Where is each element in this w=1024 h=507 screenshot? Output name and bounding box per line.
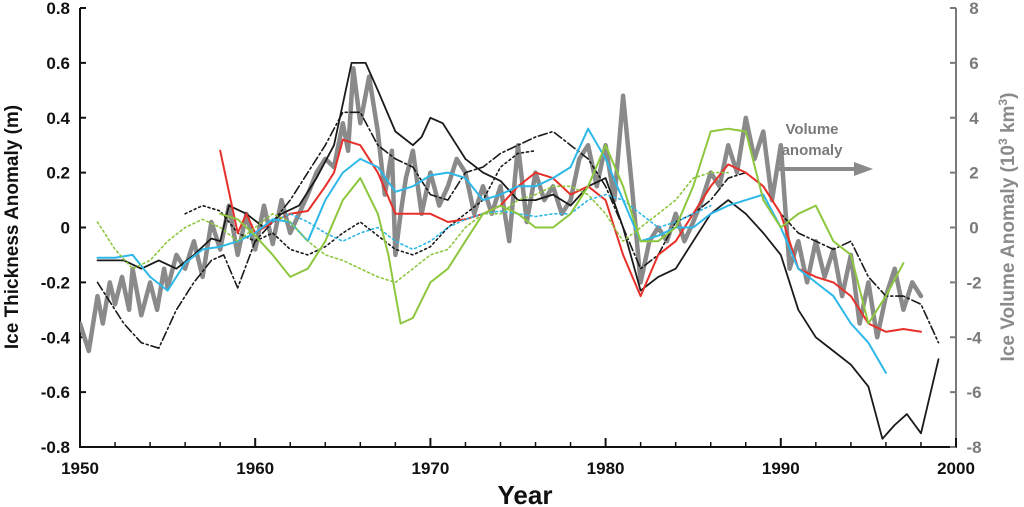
series-black-solid: [96, 62, 940, 440]
series-black-dashdot: [96, 111, 940, 350]
y-tick-label-left: 0.2: [46, 164, 70, 183]
x-tick-label: 2000: [937, 459, 975, 478]
y-tick-label-left: -0.8: [41, 438, 70, 457]
axes: [79, 7, 957, 448]
series-cyan-dotted: [271, 193, 712, 251]
y-tick-label-left: -0.6: [41, 383, 70, 402]
y-tick-label-left: 0.4: [46, 109, 70, 128]
y-tick-label-right: 4: [969, 109, 979, 128]
y-axis-title-left: Ice Thickness Anomaly (m): [2, 105, 23, 349]
y-tick-label-left: 0: [61, 219, 70, 238]
x-tick-label: 1950: [61, 459, 99, 478]
y-tick-label-right: 2: [969, 164, 978, 183]
tick-labels: 0.8 0.6 0.4 0.2 0 -0.2 -0.4 -0.6 -0.8 8 6 4 2 0 -2 -4 -6…: [41, 0, 982, 478]
x-axis-title: Year: [498, 480, 553, 507]
series-green-solid: [219, 127, 905, 325]
y-tick-label-right: 6: [969, 54, 978, 73]
series-thick-gray: [80, 66, 924, 354]
y-tick-label-left: 0.8: [46, 0, 70, 18]
volume-annotation-line1: Volume: [785, 121, 838, 138]
series-cyan-solid: [96, 127, 887, 374]
y-axis-title-right: Ice Volume Anomaly (103 km3): [996, 93, 1019, 362]
x-tick-label: 1970: [411, 459, 449, 478]
series-green-dotted: [96, 171, 730, 284]
x-tick-label: 1980: [587, 459, 625, 478]
y-tick-label-right: -6: [966, 383, 981, 402]
y-tick-label-left: -0.4: [41, 328, 71, 347]
y-tick-label-left: 0.6: [46, 54, 70, 73]
y-tick-label-left: -0.2: [41, 273, 70, 292]
y-tick-label-right: 0: [969, 219, 978, 238]
y-tick-label-right: 8: [969, 0, 978, 18]
x-tick-label: 1990: [762, 459, 800, 478]
y-tick-label-right: -2: [966, 273, 981, 292]
data-lines: [80, 62, 940, 440]
volume-annotation-line2: anomaly: [782, 142, 844, 159]
right-arrow-icon: [778, 162, 873, 176]
y-tick-label-right: -4: [966, 328, 982, 347]
y-tick-label-right: -8: [966, 438, 981, 457]
x-tick-label: 1960: [236, 459, 274, 478]
